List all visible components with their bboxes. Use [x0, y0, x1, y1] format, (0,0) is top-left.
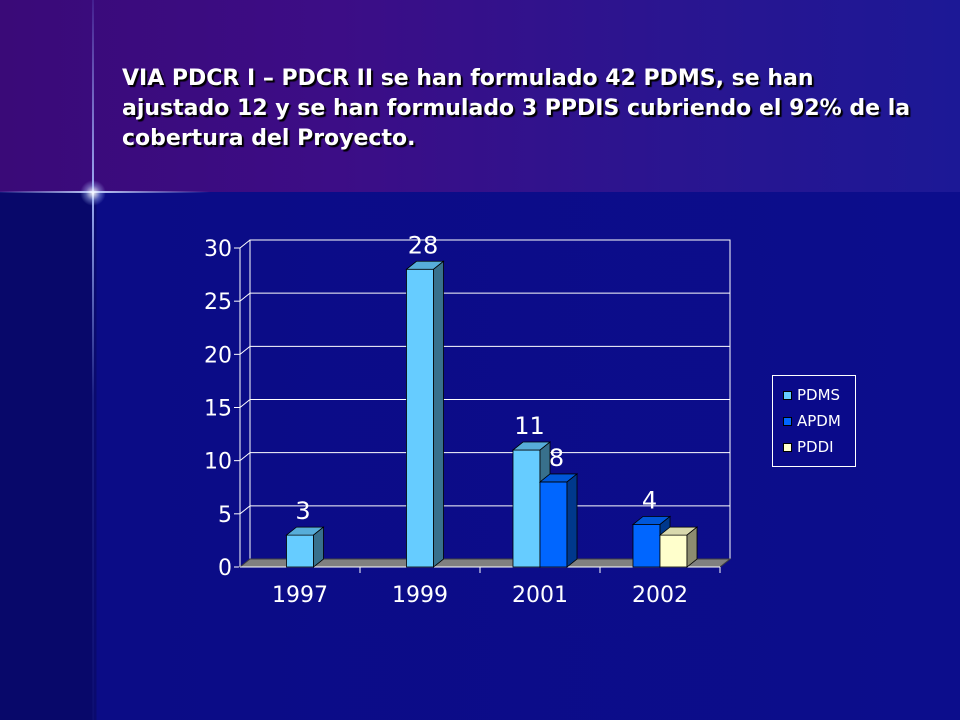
legend-label-apdm: APDM	[797, 412, 841, 430]
data-label-pdms-1997: 3	[295, 497, 310, 525]
gridline-side	[239, 345, 251, 355]
gridline-side	[239, 292, 251, 302]
gridline-side	[239, 399, 251, 408]
data-label-apdm-2001: 8	[549, 444, 564, 472]
chart-legend: PDMS APDM PDDI	[772, 375, 856, 467]
legend-item-pddi: PDDI	[783, 434, 855, 460]
decorative-vertical-line	[92, 0, 94, 720]
data-label-pdms-2001: 11	[514, 412, 545, 440]
x-tick-label: 2002	[632, 583, 688, 608]
y-tick-label: 20	[204, 343, 232, 368]
y-tick-label: 30	[204, 237, 232, 262]
bar-pdms-1999	[406, 268, 434, 568]
bar-apdm-2001	[539, 481, 568, 568]
bar-pdms-2001	[512, 449, 541, 568]
header-band	[0, 0, 960, 192]
bar-apdm-2002	[632, 524, 661, 568]
y-tick-label: 25	[204, 290, 232, 315]
bar-side-apdm-2001	[566, 473, 578, 568]
legend-item-pdms: PDMS	[783, 382, 855, 408]
bar-pdms-1997	[286, 534, 314, 568]
gridline-side	[239, 239, 251, 249]
legend-swatch-pdms	[783, 390, 792, 400]
legend-label-pdms: PDMS	[797, 386, 841, 404]
gridline-side	[239, 505, 251, 515]
y-tick-label: 15	[204, 397, 232, 422]
data-label-pdms-1999: 28	[408, 231, 439, 259]
bar-side-pddi-2002	[686, 526, 698, 568]
y-tick-label: 10	[204, 450, 232, 475]
bar-side-pdms-1997	[313, 526, 324, 568]
legend-label-pddi: PDDI	[797, 438, 834, 456]
legend-item-apdm: APDM	[783, 408, 855, 434]
y-tick-label: 0	[218, 556, 232, 581]
bar-pddi-2002	[659, 534, 688, 568]
decorative-star-flare	[80, 180, 106, 206]
bar-side-pdms-1999	[433, 260, 444, 568]
y-tick-label: 5	[218, 503, 232, 528]
gridline-side	[239, 452, 251, 462]
left-strip	[0, 192, 93, 720]
slide-title: VIA PDCR I – PDCR II se han formulado 42…	[122, 66, 911, 151]
legend-swatch-apdm	[783, 416, 792, 426]
x-tick-label: 2001	[512, 583, 568, 608]
x-tick-label: 1999	[392, 583, 448, 608]
data-label-apdm-2002: 4	[642, 486, 657, 514]
legend-swatch-pddi	[783, 442, 792, 452]
x-tick-label: 1997	[272, 583, 328, 608]
